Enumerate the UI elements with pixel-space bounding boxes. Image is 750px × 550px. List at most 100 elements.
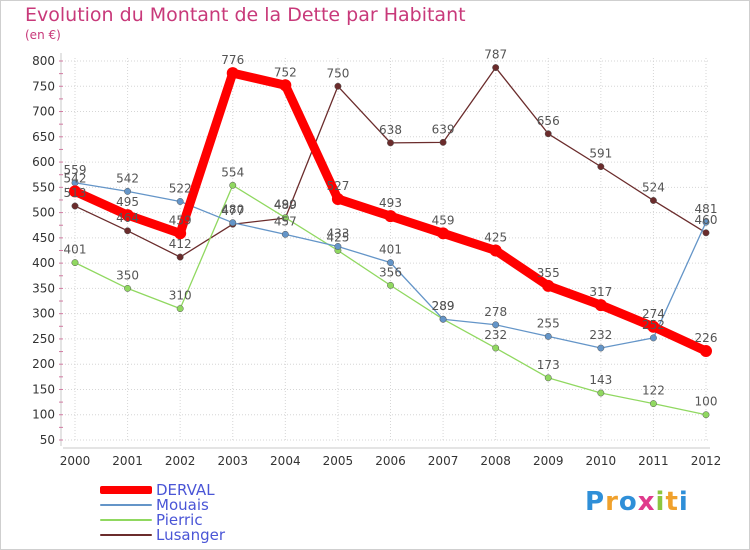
- point-derval: [700, 345, 712, 358]
- data-label-derval: 459: [432, 213, 455, 227]
- point-derval: [226, 67, 239, 80]
- x-tick-label: 2000: [60, 454, 91, 468]
- point-pierric: [544, 374, 552, 382]
- legend-swatch-lusanger: [100, 534, 152, 536]
- data-label-pierric: 356: [379, 265, 402, 279]
- y-tick-label: 150: [32, 382, 55, 396]
- point-pierric: [229, 181, 237, 189]
- legend-label-mouais: Mouais: [156, 496, 209, 514]
- point-derval: [437, 227, 450, 240]
- point-lusanger: [334, 82, 342, 90]
- data-label-lusanger: 489: [274, 198, 297, 212]
- data-label-mouais: 522: [169, 181, 192, 195]
- data-label-lusanger: 638: [379, 123, 402, 137]
- data-label-mouais: 457: [274, 214, 297, 228]
- data-label-lusanger: 412: [169, 237, 192, 251]
- series-layer: [69, 64, 712, 419]
- x-tick-label: 2009: [533, 454, 564, 468]
- data-label-mouais: 433: [326, 226, 349, 240]
- point-mouais: [334, 243, 342, 250]
- point-lusanger: [387, 139, 394, 147]
- point-derval: [594, 299, 607, 312]
- point-lusanger: [124, 227, 132, 235]
- point-derval: [542, 279, 555, 292]
- data-label-lusanger: 477: [221, 204, 244, 218]
- point-lusanger: [649, 197, 657, 204]
- y-tick-label: 800: [32, 54, 55, 68]
- logo-letter: r: [605, 487, 619, 517]
- y-tick-label: 250: [32, 332, 55, 346]
- point-lusanger: [439, 138, 447, 146]
- data-label-pierric: 401: [64, 243, 87, 257]
- logo-letter: i: [678, 487, 689, 517]
- y-tick-label: 200: [32, 357, 55, 371]
- data-label-mouais: 481: [695, 202, 718, 216]
- logo-letter: t: [665, 487, 679, 517]
- y-tick-label: 700: [32, 105, 55, 119]
- data-label-mouais: 289: [432, 299, 455, 313]
- point-derval: [279, 79, 292, 92]
- x-tick-label: 2012: [691, 454, 722, 468]
- point-pierric: [71, 259, 79, 267]
- data-label-lusanger: 591: [589, 147, 612, 161]
- point-mouais: [702, 218, 710, 226]
- legend-swatch-pierric: [100, 519, 152, 521]
- data-label-mouais: 401: [379, 243, 402, 257]
- point-mouais: [176, 198, 184, 205]
- data-label-lusanger: 656: [537, 114, 560, 128]
- data-label-pierric: 350: [116, 268, 139, 282]
- data-label-derval: 317: [589, 285, 612, 299]
- data-label-pierric: 173: [537, 358, 560, 372]
- point-derval: [69, 185, 81, 198]
- x-tick-label: 2008: [480, 454, 511, 468]
- data-label-derval: 274: [642, 307, 665, 321]
- data-label-mouais: 232: [589, 328, 612, 342]
- y-tick-label: 400: [32, 256, 55, 270]
- point-lusanger: [492, 64, 500, 72]
- data-label-derval: 226: [695, 331, 718, 345]
- y-tick-label: 750: [32, 79, 55, 93]
- point-mouais: [387, 259, 394, 267]
- point-mouais: [492, 321, 500, 329]
- logo-letter: P: [585, 487, 606, 517]
- point-mouais: [439, 315, 447, 323]
- data-label-derval: 776: [221, 53, 244, 67]
- point-lusanger: [702, 229, 710, 237]
- x-tick-label: 2007: [428, 454, 459, 468]
- point-pierric: [597, 389, 605, 397]
- point-pierric: [281, 214, 289, 222]
- point-mouais: [597, 344, 605, 352]
- point-pierric: [387, 281, 394, 289]
- point-lusanger: [71, 202, 79, 210]
- y-tick-label: 100: [32, 408, 55, 422]
- grid: [65, 58, 708, 442]
- x-tick-label: 2005: [323, 454, 354, 468]
- point-derval: [489, 244, 502, 257]
- legend-label-derval: DERVAL: [156, 481, 215, 499]
- logo-letter: x: [637, 487, 656, 517]
- chart-title: Evolution du Montant de la Dette par Hab…: [25, 4, 466, 26]
- y-tick-label: 500: [32, 206, 55, 220]
- x-tick-label: 2010: [586, 454, 617, 468]
- point-pierric: [649, 400, 657, 408]
- data-label-lusanger: 750: [326, 66, 349, 80]
- logo-letter: i: [655, 487, 666, 517]
- x-tick-label: 2011: [638, 454, 669, 468]
- point-derval: [174, 227, 187, 240]
- point-derval: [384, 210, 397, 223]
- legend-label-lusanger: Lusanger: [156, 526, 226, 544]
- point-pierric: [124, 284, 132, 292]
- data-label-lusanger: 639: [432, 122, 455, 136]
- data-label-derval: 752: [274, 65, 297, 79]
- data-label-pierric: 143: [589, 373, 612, 387]
- y-tick-label: 600: [32, 155, 55, 169]
- point-mouais: [229, 219, 237, 227]
- y-tick-label: 350: [32, 281, 55, 295]
- data-label-mouais: 278: [484, 305, 507, 319]
- data-label-pierric: 100: [695, 395, 718, 409]
- data-labels: 542 495 459 776 752 527 493 459 425 355 317 274 226 5…: [64, 48, 718, 409]
- x-tick-label: 2002: [165, 454, 196, 468]
- data-label-pierric: 310: [169, 289, 192, 303]
- x-tick-label: 2006: [375, 454, 406, 468]
- logo-letter: o: [618, 487, 638, 517]
